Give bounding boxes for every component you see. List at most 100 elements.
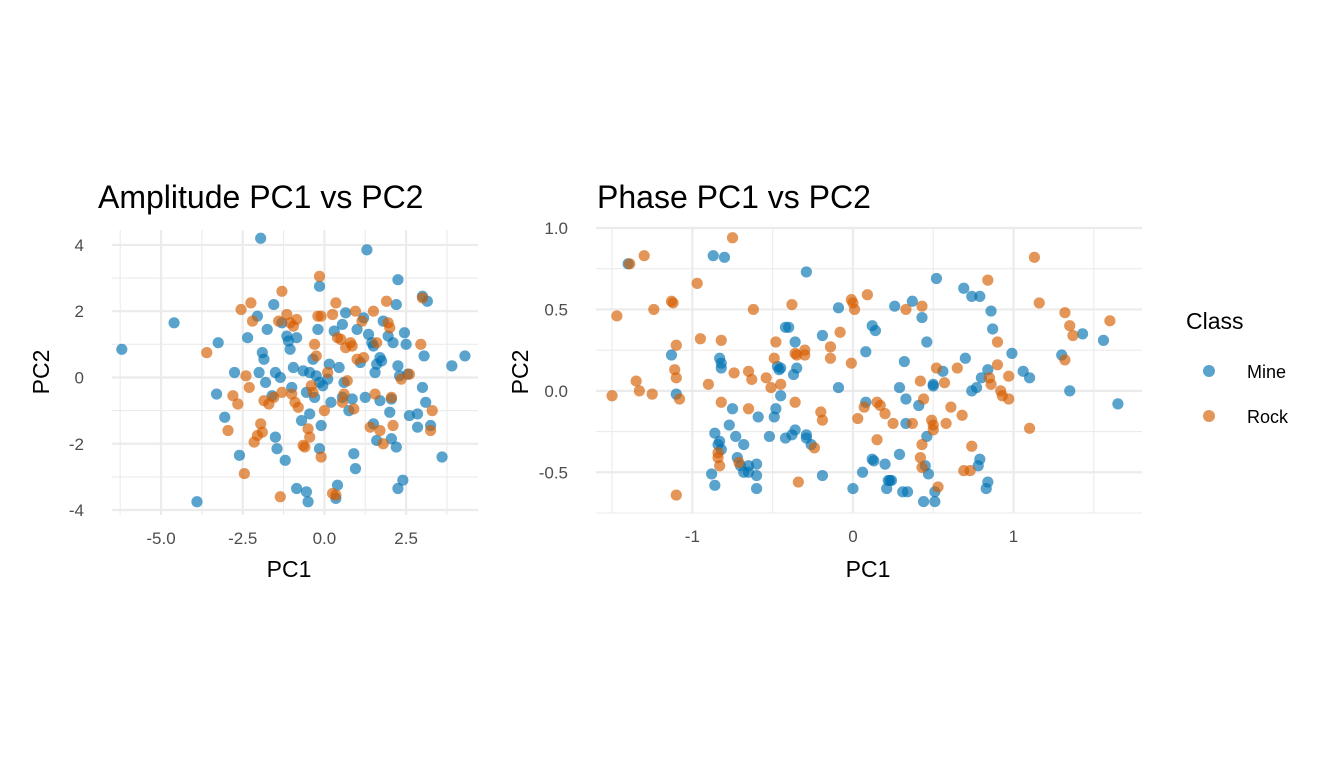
amplitude-point-mine [291,482,303,495]
amplitude-point-rock [276,285,288,297]
amplitude-point-rock [273,315,285,327]
amplitude-point-rock [238,467,250,480]
amplitude-point-mine [390,441,402,453]
amplitude-point-rock [322,366,334,379]
phase-point-mine [763,430,776,443]
phase-point-mine [918,496,930,508]
amplitude-point-mine [259,376,272,389]
phase-point-rock [916,439,928,451]
amplitude-point-mine [351,323,363,336]
phase-point-rock [1059,307,1071,319]
phase-point-mine [726,403,739,415]
phase-point-rock [630,375,642,387]
amplitude-point-mine [392,360,404,372]
amplitude-point-mine [400,338,412,350]
amplitude-point-mine [375,355,388,367]
phase-point-rock [715,396,727,408]
amplitude-point-rock [240,370,252,382]
amplitude-point-mine [315,419,327,432]
amplitude-point-mine [233,449,246,461]
amplitude-point-mine [258,353,270,365]
amplitude-point-rock [291,313,303,326]
amplitude-point-rock [338,388,350,400]
phase-point-mine [893,382,906,394]
phase-point-rock [966,440,978,452]
legend-label-rock: Rock [1247,407,1289,427]
phase-point-rock [789,396,801,408]
amplitude-point-mine [390,298,402,311]
phase-point-rock [871,434,883,446]
amplitude-point-mine [304,408,316,420]
amplitude-point-rock [274,491,286,503]
amplitude-point-rock [246,315,259,327]
amplitude-point-rock [356,315,368,327]
amplitude-point-mine [313,280,326,292]
phase-y-tick-label: 0.0 [544,382,568,401]
amplitude-point-rock [380,295,393,307]
amplitude-point-mine [418,350,430,362]
phase-point-rock [930,362,943,374]
amplitude-point-mine [411,408,424,420]
phase-point-mine [816,469,829,482]
amplitude-point-mine [323,358,335,370]
amplitude-point-mine [295,414,308,427]
amplitude-point-rock [416,292,429,304]
amplitude-point-mine [436,451,448,463]
legend-key-mine [1203,365,1215,377]
amplitude-point-rock [348,403,360,415]
amplitude-point-rock [315,310,327,322]
phase-point-mine [1112,398,1124,410]
phase-point-mine [718,251,731,263]
phase-point-rock [728,367,740,379]
amplitude-point-mine [392,274,404,286]
phase-point-mine [959,352,971,364]
phase-point-mine [709,479,721,491]
amplitude-point-mine [269,431,281,443]
amplitude-point-rock [245,297,257,309]
phase-point-rock [940,417,952,430]
phase-y-tick-labels: -0.5 0.0 0.5 1.0 [539,219,568,482]
phase-point-mine [985,305,997,317]
amplitude-x-tick-label: 2.5 [394,529,418,548]
amplitude-point-mine [331,479,344,491]
amplitude-point-rock [256,426,268,438]
amplitude-point-mine [392,482,404,495]
amplitude-point-mine [459,350,471,362]
phase-point-mine [816,329,829,342]
phase-point-mine [723,419,735,431]
amplitude-y-tick-label: -2 [69,435,84,454]
amplitude-point-rock [235,303,247,316]
phase-point-mine [975,372,988,384]
phase-point-rock [691,277,703,289]
amplitude-x-tick-label: -2.5 [228,529,257,548]
phase-point-rock [852,412,864,425]
amplitude-point-mine [446,360,458,372]
phase-point-mine [789,336,801,348]
amplitude-y-tick-label: -4 [69,501,84,520]
phase-point-mine [730,430,742,443]
phase-point-mine [966,290,978,302]
phase-point-rock [1023,422,1036,434]
phase-point-mine [707,250,719,262]
amplitude-point-rock [268,391,280,403]
amplitude-point-mine [191,496,203,508]
amplitude-y-tick-label: 0 [75,368,84,387]
phase-point-rock [808,442,821,454]
phase-point-rock [1028,251,1041,263]
amplitude-point-rock [255,418,267,430]
phase-point-rock [1064,320,1076,332]
phase-x-axis-label: PC1 [846,556,891,582]
phase-x-tick-label: 1 [1009,527,1018,546]
phase-point-rock [726,232,739,244]
phase-point-rock [982,274,994,286]
phase-point-rock [791,349,803,361]
phase-point-mine [775,362,787,374]
amplitude-point-rock [341,375,353,387]
amplitude-x-tick-labels: -5.0 -2.5 0.0 2.5 [146,529,418,548]
phase-x-tick-label: 0 [848,527,857,546]
phase-point-rock [670,489,682,501]
phase-point-rock [611,310,623,322]
phase-point-mine [1064,385,1076,397]
phase-point-mine [972,460,984,472]
phase-point-mine [879,458,891,470]
